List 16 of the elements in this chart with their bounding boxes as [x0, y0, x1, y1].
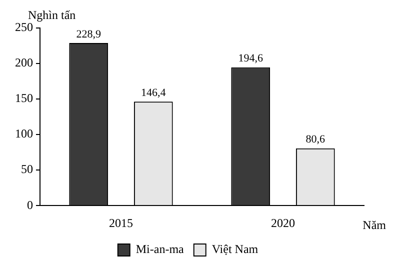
y-tick-label: 250: [15, 20, 33, 34]
y-tick-label: 150: [15, 91, 33, 106]
y-tick-label: 0: [27, 198, 33, 212]
data-label: 146,4: [141, 86, 166, 99]
data-label: 194,6: [238, 52, 264, 65]
data-label: 228,9: [76, 28, 102, 40]
x-axis-title: Năm: [362, 218, 387, 232]
x-tick-label: 2020: [271, 216, 295, 230]
x-tick-label: 2015: [109, 216, 133, 230]
y-tick-label: 200: [15, 56, 33, 70]
legend-label: Việt Nam: [212, 242, 259, 256]
y-axis-title: Nghìn tấn: [28, 8, 76, 22]
legend-label: Mi-an-ma: [136, 242, 185, 256]
y-tick-label: 100: [15, 126, 33, 141]
y-tick-label: 50: [21, 162, 33, 176]
data-label: 80,6: [306, 134, 326, 146]
